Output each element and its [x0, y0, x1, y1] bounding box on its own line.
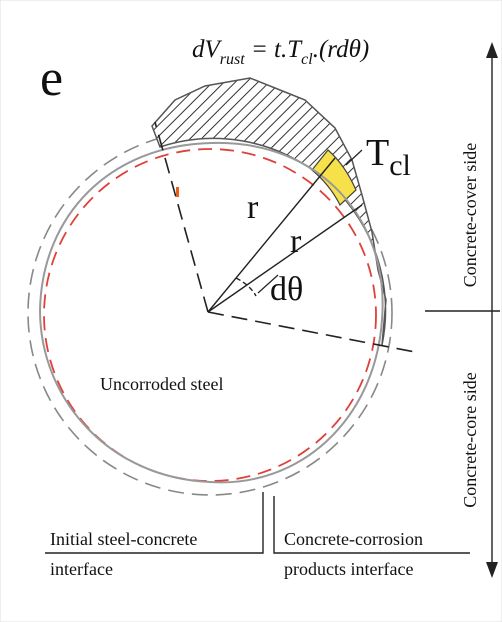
side-label: Concrete-cover side [460, 143, 480, 287]
angle-label: dθ [270, 271, 303, 308]
formula-sub: rust [220, 51, 245, 68]
formula-part: .(rdθ) [313, 36, 369, 63]
interface-label: products interface [284, 559, 413, 579]
interface-label: Concrete-corrosion [284, 529, 423, 549]
tcl-main: T [366, 132, 389, 174]
interface-label: interface [50, 559, 113, 579]
diagram: e dVrust = t.Tcl.(rdθ) Tcl r r dθ Uncorr… [0, 0, 502, 622]
side-label: Concrete-core side [460, 372, 480, 507]
tcl-sub: cl [389, 149, 411, 182]
formula-sub: cl [301, 51, 313, 68]
core-label: Uncorroded steel [100, 374, 223, 394]
panel-label: e [40, 50, 63, 107]
formula-part: = t.T [245, 36, 304, 63]
interface-label: Initial steel-concrete [50, 529, 197, 549]
radius-label: r [290, 223, 302, 260]
formula-part: dV [192, 36, 223, 63]
marker [176, 187, 179, 197]
radius-label: r [247, 189, 259, 226]
